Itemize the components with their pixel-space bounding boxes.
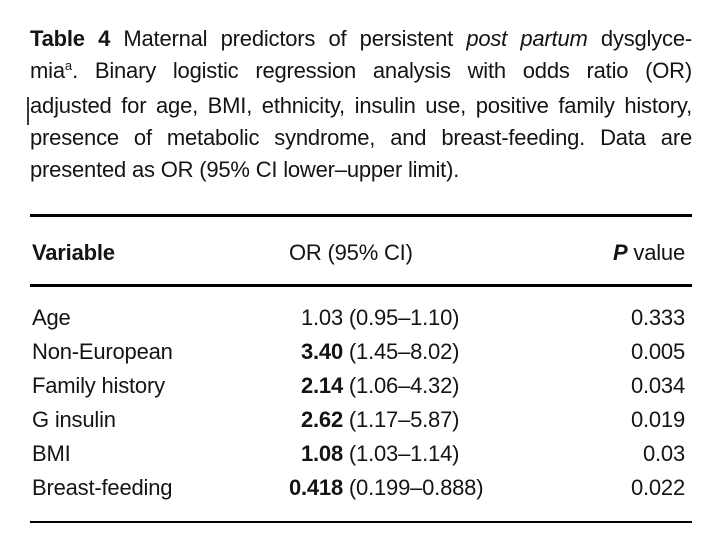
caption-segment: mia <box>30 58 65 83</box>
ci-value: (0.199–0.888) <box>348 475 484 500</box>
cell-pvalue: 0.03 <box>642 441 685 466</box>
p-symbol: P <box>613 240 628 265</box>
cell-variable: Age <box>32 305 71 330</box>
table-rule-top <box>30 214 692 217</box>
or-value: 0.418 <box>288 475 343 500</box>
or-value: 2.62 <box>300 407 343 432</box>
cell-or-ci: 2.14 (1.06–4.32) <box>252 369 572 403</box>
table-row: Non-European 3.40 (1.45–8.02) 0.005 <box>30 335 692 369</box>
p-value-label: value <box>627 240 685 265</box>
or-value: 1.08 <box>300 441 343 466</box>
cell-or-ci: 1.08 (1.03–1.14) <box>252 437 572 471</box>
ci-value: (1.03–1.14) <box>348 441 460 466</box>
cell-variable: Non-European <box>32 339 173 364</box>
caption-segment: . Binary logistic regression analysis wi… <box>72 58 692 83</box>
caption-line: adjusted for age, BMI, ethnicity, insuli… <box>30 90 692 122</box>
caption-segment: presence of metabolic syndrome, and brea… <box>30 125 692 150</box>
or-value: 3.40 <box>300 339 343 364</box>
text-cursor <box>27 97 29 125</box>
cell-pvalue: 0.019 <box>630 407 685 432</box>
column-header-variable: Variable <box>32 240 115 265</box>
caption-line: presented as OR (95% CI lower–upper limi… <box>30 154 692 186</box>
caption-segment: dysglyce- <box>587 26 692 51</box>
table-row: Breast-feeding 0.418 (0.199–0.888) 0.022 <box>30 471 692 505</box>
cell-pvalue: 0.034 <box>630 373 685 398</box>
or-value: 1.03 <box>300 305 343 330</box>
table-row: Family history 2.14 (1.06–4.32) 0.034 <box>30 369 692 403</box>
column-header-pvalue: P value <box>572 239 692 267</box>
caption-line: Table 4 Maternal predictors of persisten… <box>30 23 692 55</box>
ci-value: (1.45–8.02) <box>348 339 460 364</box>
caption-segment: post partum <box>466 26 588 51</box>
caption-segment: adjusted for age, BMI, ethnicity, insuli… <box>30 93 692 118</box>
caption-line: miaa. Binary logistic regression analysi… <box>30 55 692 90</box>
ci-value: (1.17–5.87) <box>348 407 460 432</box>
ci-value: (1.06–4.32) <box>348 373 460 398</box>
ci-value: (0.95–1.10) <box>348 305 460 330</box>
column-header-or: OR (95% CI) <box>289 240 413 265</box>
cell-or-ci: 3.40 (1.45–8.02) <box>252 335 572 369</box>
table-row: BMI 1.08 (1.03–1.14) 0.03 <box>30 437 692 471</box>
or-value: 2.14 <box>300 373 343 398</box>
cell-variable: G insulin <box>32 407 116 432</box>
cell-variable: BMI <box>32 441 71 466</box>
table-rule-bottom <box>30 521 692 523</box>
caption-segment: presented as OR (95% CI lower–upper limi… <box>30 157 460 182</box>
cell-pvalue: 0.022 <box>630 475 685 500</box>
table-row: Age 1.03 (0.95–1.10) 0.333 <box>30 301 692 335</box>
caption-segment: Maternal predictors of persistent <box>110 26 467 51</box>
caption-line: presence of metabolic syndrome, and brea… <box>30 122 692 154</box>
cell-or-ci: 1.03 (0.95–1.10) <box>252 301 572 335</box>
table-row: G insulin 2.62 (1.17–5.87) 0.019 <box>30 403 692 437</box>
table-body: Age 1.03 (0.95–1.10) 0.333 Non-European … <box>30 301 692 505</box>
table-caption: Table 4 Maternal predictors of persisten… <box>30 23 692 186</box>
caption-segment: a <box>64 58 73 73</box>
cell-or-ci: 0.418 (0.199–0.888) <box>252 471 572 505</box>
cell-variable: Breast-feeding <box>32 475 173 500</box>
table-rule-mid <box>30 284 692 287</box>
cell-pvalue: 0.333 <box>630 305 685 330</box>
table-header-row: Variable OR (95% CI) P value <box>30 239 692 267</box>
caption-segment: Table 4 <box>30 26 111 51</box>
cell-variable: Family history <box>32 373 165 398</box>
cell-or-ci: 2.62 (1.17–5.87) <box>252 403 572 437</box>
cell-pvalue: 0.005 <box>630 339 685 364</box>
